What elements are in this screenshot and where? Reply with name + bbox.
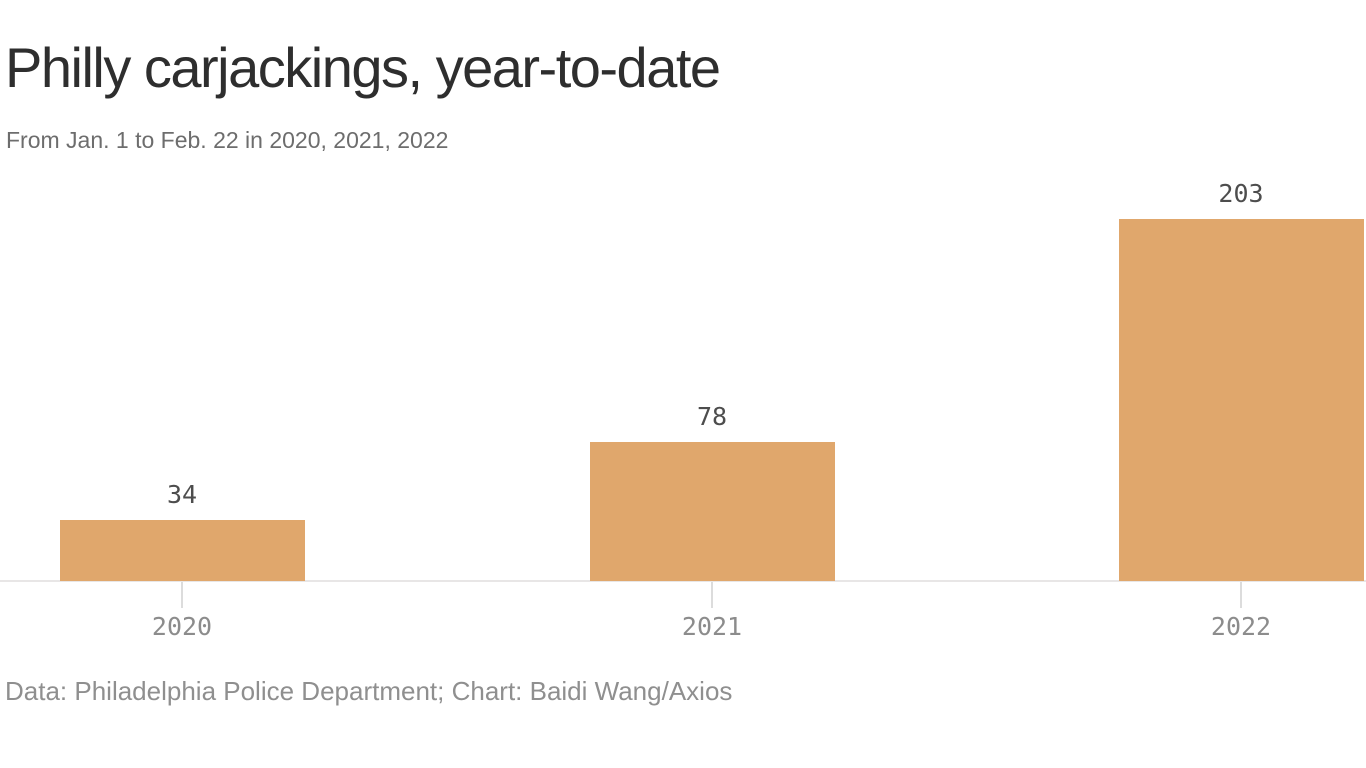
value-label-2022: 203	[1218, 179, 1264, 208]
axis-tick-2022	[1240, 582, 1242, 608]
category-label-2020: 2020	[151, 612, 213, 641]
chart-subtitle: From Jan. 1 to Feb. 22 in 2020, 2021, 20…	[6, 127, 449, 153]
bar-2022	[1118, 219, 1364, 581]
category-label-2021: 2021	[681, 612, 743, 641]
category-label-2022: 2022	[1210, 612, 1272, 641]
chart-title: Philly carjackings, year-to-date	[5, 36, 721, 99]
value-label-2020: 34	[166, 480, 198, 509]
x-axis-line	[0, 580, 1366, 582]
bar-2020	[59, 520, 305, 581]
value-label-2021: 78	[696, 402, 728, 431]
bar-2021	[589, 442, 835, 581]
axis-tick-2021	[711, 582, 713, 608]
chart-source-credit: Data: Philadelphia Police Department; Ch…	[5, 676, 733, 706]
axis-tick-2020	[181, 582, 183, 608]
